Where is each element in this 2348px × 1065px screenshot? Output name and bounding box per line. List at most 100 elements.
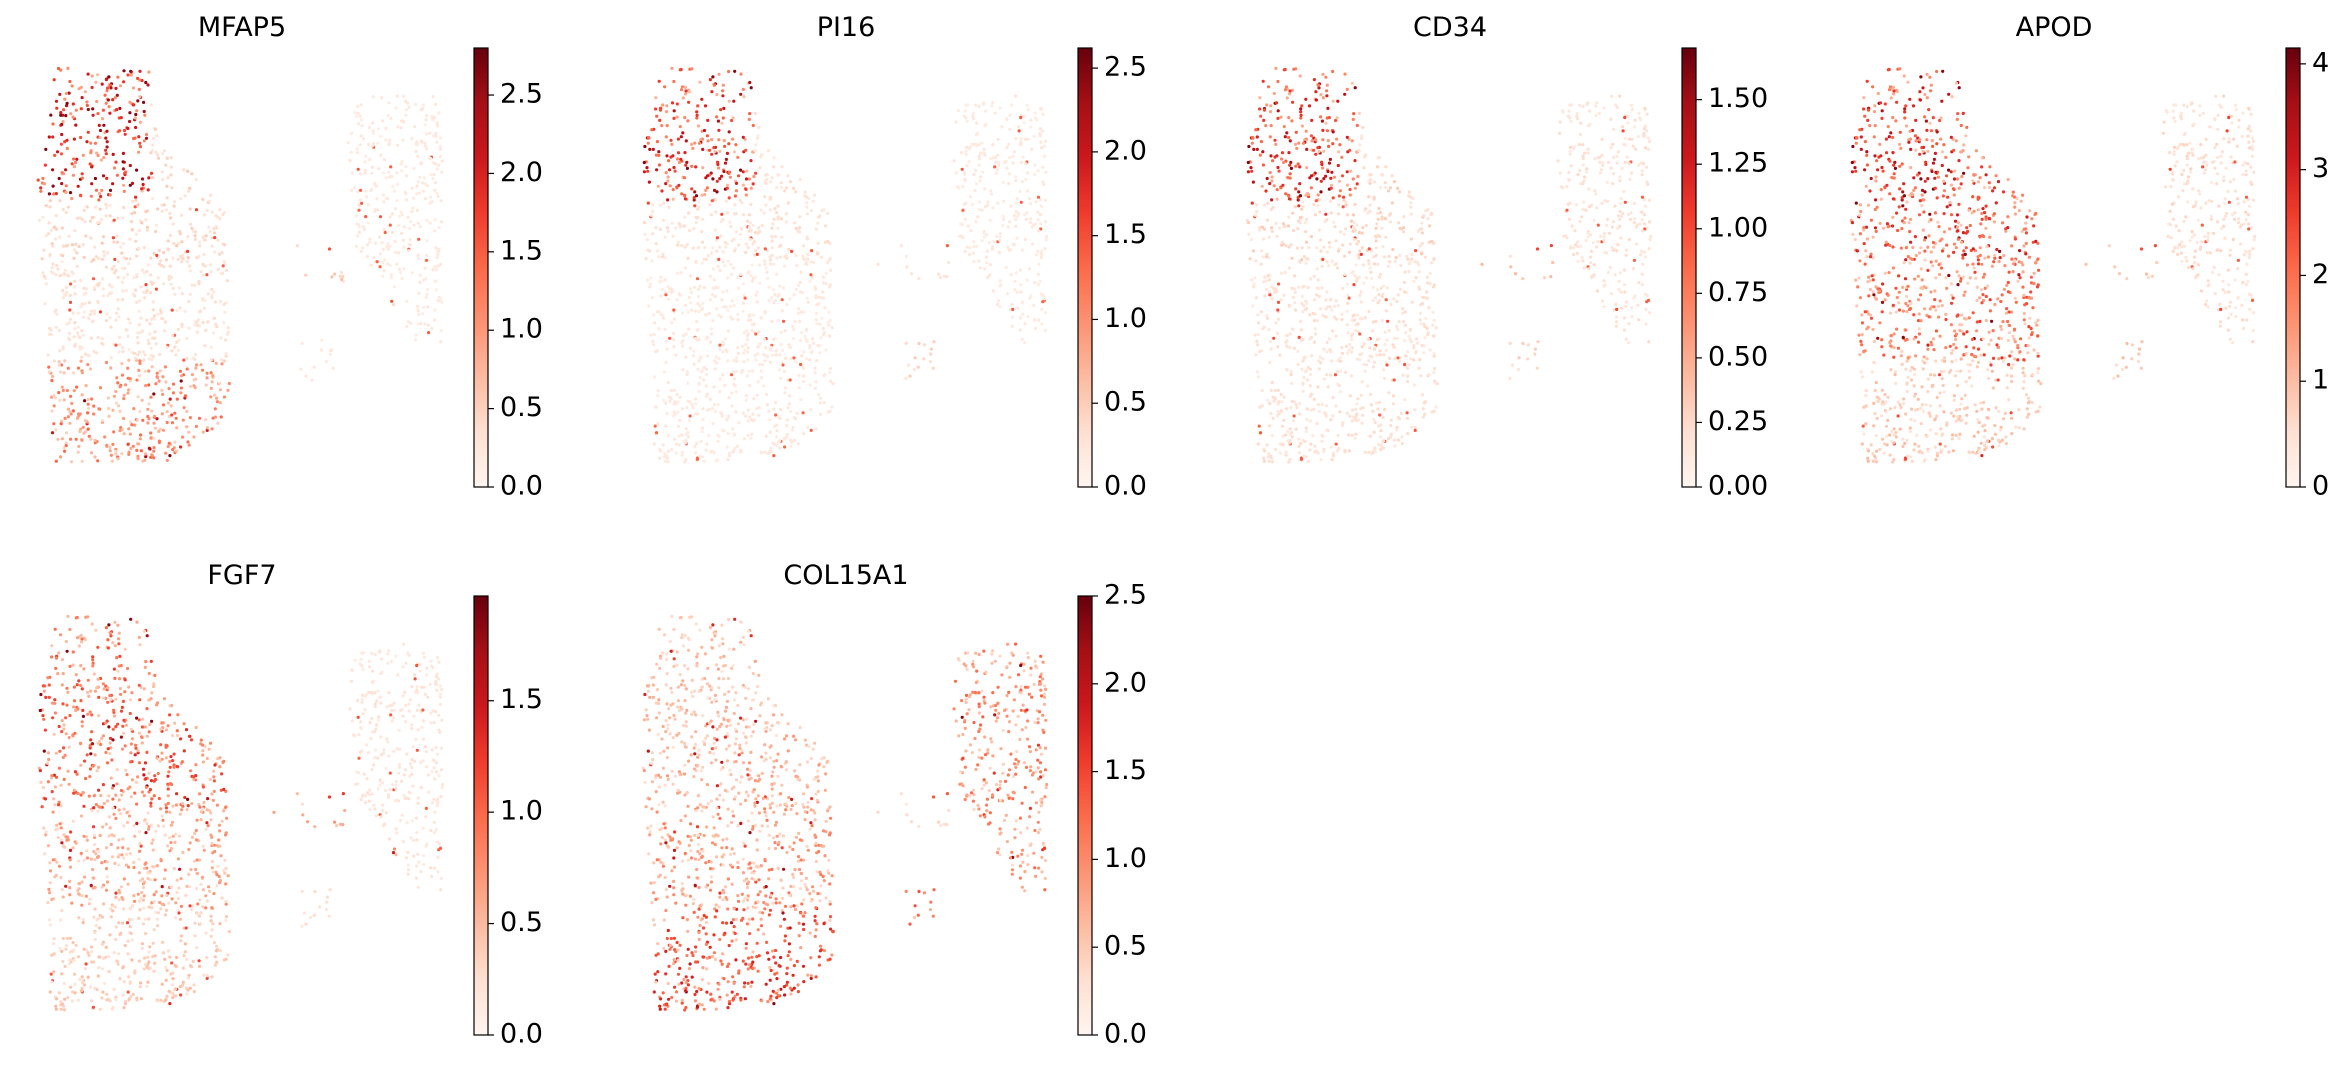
umap-point [390,230,395,234]
umap-point [46,232,51,236]
umap-point [171,256,175,260]
umap-point [702,285,706,290]
umap-point [1301,389,1305,393]
umap-point [1255,135,1259,139]
umap-point [1262,459,1266,463]
umap-point [686,119,690,123]
umap-point [1333,315,1337,319]
umap-point [181,256,185,260]
umap-point [122,393,126,397]
umap-point [300,341,304,345]
umap-point [755,393,759,397]
umap-point [937,272,941,276]
umap-point [164,163,168,167]
umap-point [186,256,190,260]
umap-point [672,410,676,414]
umap-point [89,149,93,153]
umap-point [1352,221,1356,225]
umap-point [759,208,763,212]
umap-point [1600,137,1604,141]
umap-point [100,82,104,86]
umap-point [778,353,782,357]
umap-point [654,431,659,435]
umap-point [75,264,79,268]
umap-point [1039,106,1043,110]
umap-point [1368,266,1372,270]
umap-point [794,287,798,291]
umap-point [757,330,761,334]
umap-point [1618,217,1622,221]
umap-point [1645,180,1649,184]
umap-point [1426,208,1430,212]
umap-point [1307,104,1312,108]
umap-point [1869,176,1873,181]
umap-point [1405,411,1409,415]
umap-point [689,142,694,146]
umap-point [356,234,360,238]
umap-point [212,290,216,294]
umap-point [2019,199,2023,203]
umap-point [1430,211,1434,215]
umap-point [1409,201,1413,205]
umap-point [721,250,725,254]
umap-point [417,191,422,195]
umap-point [128,257,132,261]
umap-point [368,158,372,162]
umap-point [193,237,197,241]
umap-point [817,295,821,299]
umap-point [134,112,138,117]
umap-point [694,397,698,401]
umap-point [92,311,96,316]
umap-point [175,397,179,401]
umap-point [718,245,722,249]
umap-point [1284,192,1288,196]
umap-point [1967,369,1971,373]
umap-point [97,123,101,127]
umap-point [46,353,50,357]
umap-point [1045,234,1049,239]
umap-point [1981,275,1985,279]
umap-point [727,454,732,458]
umap-point [1297,451,1302,455]
umap-point [717,72,721,76]
umap-point [1979,401,1983,405]
umap-point [1575,251,1579,255]
umap-point [1325,350,1329,354]
umap-point [127,450,131,454]
umap-point [58,199,62,203]
umap-point [662,370,666,374]
umap-point [1965,330,1969,334]
umap-point [147,357,151,361]
umap-point [1412,346,1416,350]
umap-point [114,318,118,322]
umap-point [1635,242,1639,246]
umap-point [718,343,722,347]
umap-point [731,116,735,120]
umap-point [718,177,722,181]
umap-point [974,103,978,107]
umap-point [814,318,818,322]
umap-point [118,106,122,110]
umap-point [988,273,992,277]
umap-point [1974,149,1978,153]
umap-point [1432,241,1436,245]
umap-point [1434,326,1438,330]
umap-point [1384,165,1388,169]
umap-point [125,328,129,332]
umap-point [656,394,660,398]
umap-point [1325,404,1329,408]
umap-point [175,308,179,313]
umap-point [828,409,832,413]
umap-point [205,428,209,432]
umap-point [378,265,382,269]
umap-point [1349,350,1354,354]
umap-point [1291,100,1295,104]
umap-point [1367,259,1371,263]
umap-point [1351,314,1355,318]
umap-point [64,244,69,248]
umap-point [136,454,140,458]
umap-point [767,298,771,303]
umap-point [405,299,409,303]
umap-point [1623,160,1627,164]
umap-point [1034,116,1038,120]
